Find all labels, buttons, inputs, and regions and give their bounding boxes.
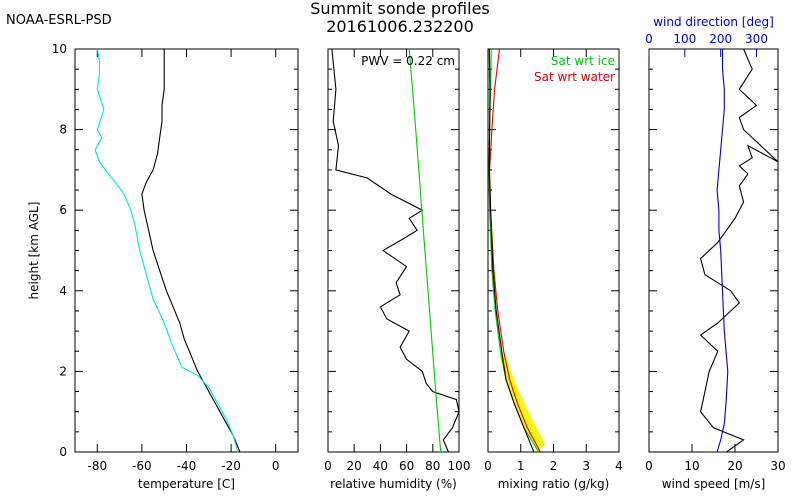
x-tick-label: 20 [347, 459, 362, 473]
y-tick-label: 10 [52, 42, 67, 56]
x2-axis-label: wind direction [deg] [653, 15, 774, 29]
legend-entry: Sat wrt water [534, 70, 615, 84]
x-tick-label: 1 [517, 459, 525, 473]
x-tick-label: 40 [373, 459, 388, 473]
series-line [408, 48, 442, 453]
legend-entry: Sat wrt ice [551, 54, 615, 68]
x2-tick-label: 300 [745, 32, 768, 46]
plot-frame [74, 48, 299, 453]
y-axis-label: height [km AGL] [27, 202, 41, 300]
x-axis-label: temperature [C] [138, 477, 235, 491]
x-tick-label: 30 [770, 459, 785, 473]
y-tick-label: 4 [59, 284, 67, 298]
x-tick-label: -60 [132, 459, 152, 473]
x-tick-label: 0 [272, 459, 280, 473]
x-axis-label: mixing ratio (g/kg) [498, 477, 610, 491]
figure-subtitle: 20161006.232200 [326, 17, 474, 36]
series-line-sat-wrt-water [489, 48, 541, 453]
series-line [716, 49, 729, 453]
uncertainty-band [499, 355, 546, 452]
x-tick-label: 100 [448, 459, 471, 473]
x-tick-label: -40 [177, 459, 197, 473]
x2-tick-label: 100 [673, 32, 696, 46]
x-tick-label: 0 [484, 459, 492, 473]
series-line [141, 49, 241, 453]
y-tick-label: 2 [59, 364, 67, 378]
plot-frame [327, 48, 460, 453]
pwv-annotation: PWV = 0.22 cm [361, 54, 455, 68]
y-tick-label: 0 [59, 445, 67, 459]
x2-tick-label: 0 [645, 32, 653, 46]
plot-frame [648, 48, 779, 453]
x-tick-label: -20 [221, 459, 241, 473]
x-axis-label: relative humidity (%) [330, 477, 457, 491]
x-tick-label: -80 [87, 459, 107, 473]
x-tick-label: 3 [582, 459, 590, 473]
series-line [488, 48, 535, 453]
x-tick-label: 0 [324, 459, 332, 473]
x-tick-label: 0 [645, 459, 653, 473]
x-tick-label: 10 [684, 459, 699, 473]
org-label: NOAA-ESRL-PSD [6, 13, 112, 28]
x-tick-label: 2 [550, 459, 558, 473]
x-tick-label: 20 [727, 459, 742, 473]
y-tick-label: 8 [59, 123, 67, 137]
x-tick-label: 60 [399, 459, 414, 473]
series-line [331, 48, 460, 453]
series-line [94, 48, 239, 453]
x2-tick-label: 200 [709, 32, 732, 46]
figure-title: Summit sonde profiles [310, 0, 490, 18]
series-line [699, 48, 779, 453]
x-tick-label: 80 [425, 459, 440, 473]
x-axis-label: wind speed [m/s] [662, 477, 766, 491]
plot-frame [487, 48, 620, 453]
x-tick-label: 4 [615, 459, 623, 473]
y-tick-label: 6 [59, 203, 67, 217]
